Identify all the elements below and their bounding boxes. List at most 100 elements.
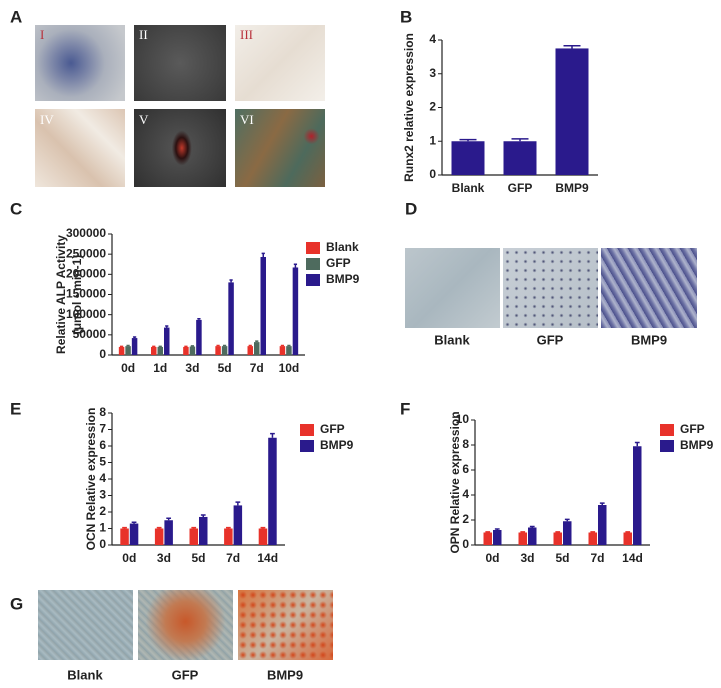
- photo-caption: GFP: [537, 332, 564, 347]
- y-tick-label: 2: [99, 504, 106, 518]
- y-axis-unit: (μmol • min-1): [70, 255, 84, 335]
- bar: [588, 532, 597, 545]
- photo-caption: Blank: [434, 332, 470, 347]
- bar: [518, 532, 527, 545]
- photo: [134, 109, 226, 187]
- photo-caption: BMP9: [631, 332, 667, 347]
- bar: [215, 346, 221, 355]
- photo: [35, 109, 125, 187]
- error-bar: [293, 263, 298, 268]
- photo-label: I: [40, 27, 44, 42]
- y-tick-label: 150000: [66, 287, 106, 301]
- x-tick-label: 0d: [121, 361, 135, 375]
- y-tick-label: 100000: [66, 307, 106, 321]
- photo-label: IV: [40, 112, 54, 127]
- error-bar: [191, 526, 197, 529]
- y-tick-label: 8: [99, 405, 106, 419]
- y-axis-label: OPN Relative expression: [448, 411, 462, 553]
- photo: [235, 109, 325, 187]
- legend-swatch: [300, 440, 314, 452]
- legend-swatch: [660, 440, 674, 452]
- photo: [405, 248, 500, 328]
- error-bar: [152, 345, 156, 348]
- bar: [268, 437, 277, 545]
- y-axis-label: Runx2 relative expression: [402, 33, 416, 182]
- x-tick-label: 7d: [590, 551, 604, 565]
- legend-swatch: [660, 424, 674, 436]
- photo: [601, 248, 697, 328]
- y-tick-label: 6: [462, 462, 469, 476]
- bar: [260, 256, 266, 355]
- error-bar: [520, 531, 526, 533]
- photo-label: II: [139, 27, 148, 42]
- legend-label: BMP9: [680, 438, 714, 452]
- y-tick-label: 3: [99, 488, 106, 502]
- x-tick-label: Blank: [452, 181, 485, 195]
- bar: [483, 532, 492, 545]
- photo-caption: BMP9: [267, 667, 303, 682]
- y-tick-label: 0: [99, 537, 106, 551]
- panel-label: F: [400, 399, 410, 418]
- photo-label: V: [139, 112, 149, 127]
- bar: [118, 346, 125, 355]
- panel-label: C: [10, 199, 22, 218]
- y-tick-label: 200000: [66, 267, 106, 281]
- error-bar: [131, 521, 137, 524]
- error-bar: [222, 344, 227, 347]
- error-bar: [248, 344, 252, 347]
- x-tick-label: 14d: [257, 551, 278, 565]
- error-bar: [625, 531, 631, 533]
- error-bar: [494, 528, 500, 530]
- error-bar: [261, 252, 265, 257]
- error-bar: [122, 526, 127, 529]
- photo: [35, 25, 125, 101]
- photo: [38, 590, 133, 660]
- panel-label: B: [400, 7, 412, 26]
- bar: [286, 346, 292, 355]
- bar: [164, 327, 170, 355]
- error-bar: [200, 514, 206, 517]
- error-bar: [529, 525, 535, 528]
- photo: [503, 248, 598, 328]
- bar: [493, 530, 502, 545]
- x-tick-label: 5d: [191, 551, 205, 565]
- x-tick-label: BMP9: [555, 181, 589, 195]
- bar: [196, 319, 202, 355]
- bar: [503, 141, 537, 175]
- bar: [279, 346, 286, 355]
- bar: [154, 528, 164, 545]
- x-tick-label: 3d: [185, 361, 199, 375]
- bar: [247, 346, 253, 355]
- error-bar: [197, 317, 201, 320]
- bar: [555, 48, 589, 175]
- bar: [120, 528, 129, 545]
- y-tick-label: 250000: [66, 246, 106, 260]
- bar: [254, 342, 260, 355]
- x-tick-label: 3d: [520, 551, 534, 565]
- error-bar: [280, 344, 285, 347]
- error-bar: [459, 138, 477, 142]
- error-bar: [590, 531, 596, 533]
- y-tick-label: 0: [99, 347, 106, 361]
- error-bar: [156, 526, 162, 529]
- legend-label: GFP: [326, 256, 351, 270]
- error-bar: [190, 345, 195, 347]
- error-bar: [634, 441, 640, 447]
- x-tick-label: 10d: [279, 361, 300, 375]
- error-bar: [166, 517, 172, 521]
- photo: [238, 590, 333, 660]
- y-tick-label: 2: [462, 512, 469, 526]
- legend-label: GFP: [680, 422, 705, 436]
- error-bar: [158, 345, 162, 348]
- y-tick-label: 50000: [73, 327, 107, 341]
- error-bar: [270, 432, 275, 438]
- x-tick-label: 0d: [485, 551, 499, 565]
- y-tick-label: 10: [456, 412, 470, 426]
- bar: [553, 532, 562, 545]
- panel-label: G: [10, 594, 23, 613]
- x-tick-label: 1d: [153, 361, 167, 375]
- y-tick-label: 5: [99, 455, 106, 469]
- y-tick-label: 2: [429, 100, 436, 114]
- bar: [451, 141, 485, 175]
